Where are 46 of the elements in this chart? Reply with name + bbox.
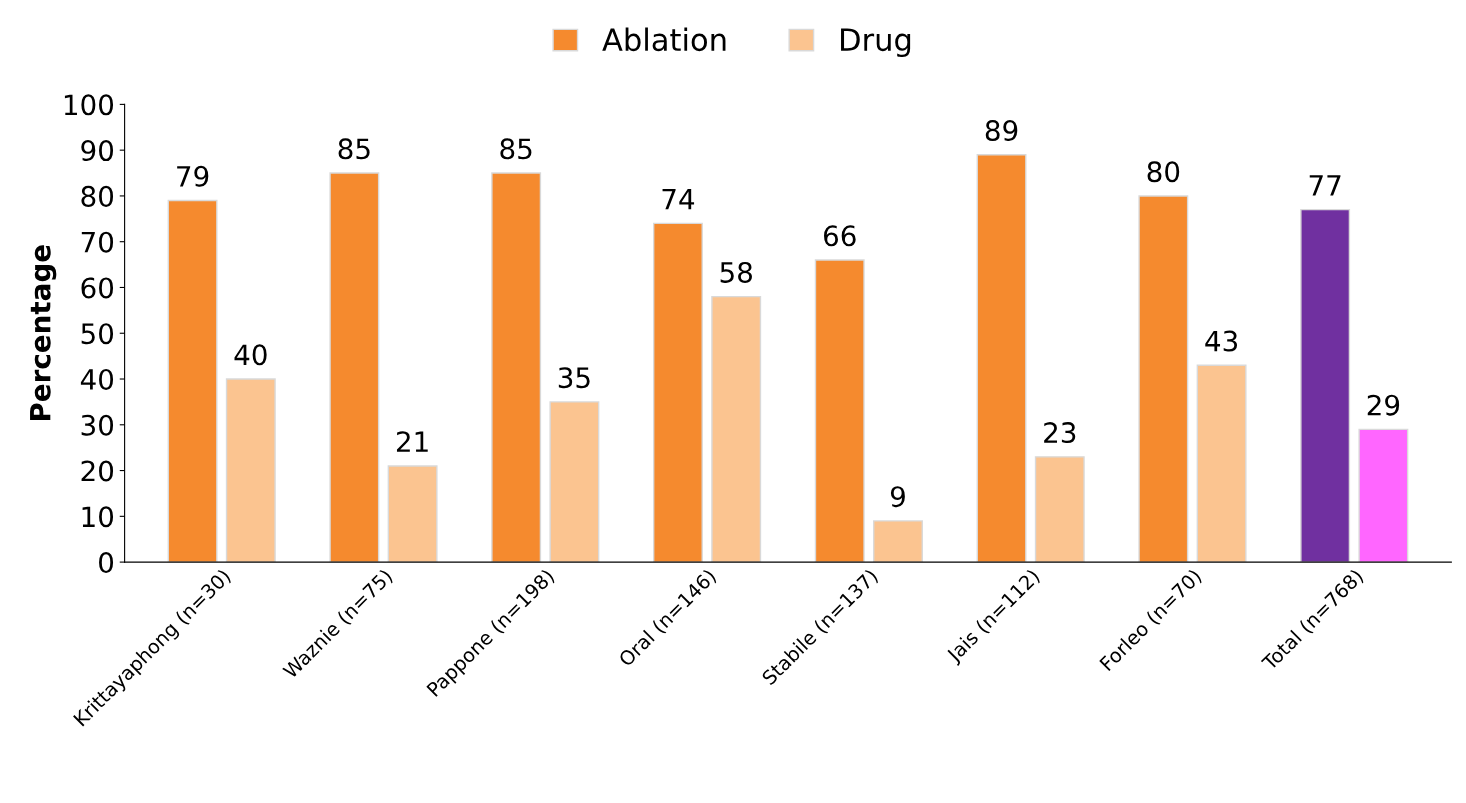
bar (549, 401, 600, 563)
y-tick-label: 10 (82, 506, 114, 528)
data-label: 29 (1367, 394, 1400, 416)
y-tick-label: 0 (99, 552, 114, 574)
bar (711, 295, 762, 563)
bar (329, 172, 380, 563)
bar (976, 154, 1027, 563)
data-label: 79 (177, 165, 209, 187)
data-label: 35 (558, 367, 590, 389)
y-tick-label: 100 (64, 94, 114, 116)
bar (167, 199, 218, 563)
data-label: 58 (720, 261, 752, 283)
data-label: 66 (824, 225, 856, 247)
data-label: 9 (890, 486, 905, 508)
bar (1358, 428, 1409, 563)
bar (225, 378, 276, 563)
data-label: 23 (1044, 422, 1076, 444)
bar (387, 465, 438, 563)
y-tick-label: 40 (80, 368, 114, 390)
bar (652, 222, 703, 563)
data-label: 74 (662, 189, 695, 210)
bar (1196, 364, 1247, 563)
bar (873, 520, 923, 563)
data-label: 21 (396, 431, 428, 452)
y-tick-label: 90 (81, 140, 114, 162)
bar (814, 259, 865, 563)
y-axis-title: Percentage (30, 245, 57, 421)
data-label: 85 (500, 138, 532, 160)
legend-label: Drug (841, 28, 911, 58)
legend-label: Ablation (602, 27, 726, 52)
bar (1138, 195, 1189, 563)
y-tick-label: 60 (81, 277, 114, 299)
y-tick-label: 50 (81, 323, 114, 345)
bar (491, 172, 542, 563)
data-label: 40 (234, 344, 267, 366)
y-tick-label: 20 (81, 460, 114, 482)
data-label: 77 (1309, 175, 1341, 196)
y-tick-label: 30 (81, 414, 114, 436)
y-tick-label: 80 (81, 185, 114, 207)
bar (1300, 208, 1351, 563)
data-label: 80 (1147, 161, 1180, 183)
data-label: 85 (338, 138, 370, 160)
data-label: 43 (1205, 330, 1238, 352)
bar (1034, 456, 1085, 563)
data-label: 89 (985, 120, 1018, 142)
y-tick-label: 70 (81, 231, 114, 253)
